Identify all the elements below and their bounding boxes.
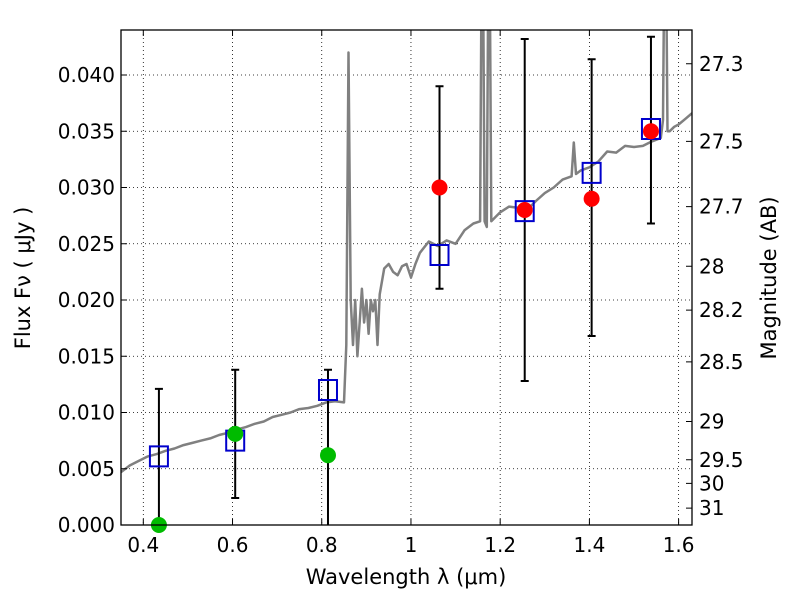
x-axis-label: Wavelength λ (μm) xyxy=(306,565,507,589)
y-tick-label: 0.040 xyxy=(58,63,115,87)
x-tick-label: 0.6 xyxy=(217,533,249,557)
y-tick-label: 0.035 xyxy=(58,119,115,143)
model-spectrum-line xyxy=(121,30,692,474)
model-photometry-box xyxy=(429,244,450,266)
y2-tick-label: 28.5 xyxy=(699,350,744,374)
x-tick-label: 1.6 xyxy=(663,533,695,557)
y2-tick-label: 27.5 xyxy=(699,129,744,153)
observed-point-green xyxy=(319,447,336,464)
y2-tick-label: 30 xyxy=(699,471,724,495)
x-tick-label: 0.8 xyxy=(306,533,338,557)
observed-point-red xyxy=(583,190,600,207)
grid xyxy=(121,30,692,525)
y-tick-label: 0.025 xyxy=(58,232,115,256)
observed-point-red xyxy=(642,123,659,140)
y2-tick-label: 31 xyxy=(699,496,724,520)
model-photometry-box xyxy=(317,379,338,401)
plot-points xyxy=(148,35,661,533)
y-tick-label: 0.030 xyxy=(58,176,115,200)
plot-data xyxy=(121,30,692,474)
x-tick-label: 0.4 xyxy=(127,533,159,557)
y2-tick-label: 29.5 xyxy=(699,448,744,472)
y-axis-label: Flux Fν ( μJy ) xyxy=(11,207,35,350)
y2-tick-label: 28.2 xyxy=(699,298,744,322)
y-tick-label: 0.010 xyxy=(58,401,115,425)
y2-tick-label: 28 xyxy=(699,254,724,278)
y-tick-label: 0.000 xyxy=(58,513,115,537)
observed-point-red xyxy=(431,179,448,196)
y2-tick-label: 27.3 xyxy=(699,52,744,76)
x-tick-label: 1.2 xyxy=(484,533,516,557)
model-photometry-box xyxy=(148,445,169,468)
x-tick-label: 1.4 xyxy=(573,533,605,557)
y-tick-label: 0.015 xyxy=(58,344,115,368)
x-tick-label: 1 xyxy=(405,533,418,557)
axis-ticks: 0.4 0.6 0.8 1 1.2 1.4 1.6 0.000 0.005 0.010 0.015 0… xyxy=(58,30,744,557)
y-tick-label: 0.005 xyxy=(58,457,115,481)
y2-tick-label: 27.7 xyxy=(699,195,744,219)
y-tick-label: 0.020 xyxy=(58,288,115,312)
y2-tick-label: 29 xyxy=(699,410,724,434)
model-photometry-box xyxy=(581,161,602,184)
plot-frame xyxy=(120,29,693,526)
observed-point-green xyxy=(227,425,244,442)
observed-point-red xyxy=(516,202,533,218)
y2-axis-label: Magnitude (AB) xyxy=(757,196,781,359)
model-photometry-box xyxy=(514,200,535,223)
